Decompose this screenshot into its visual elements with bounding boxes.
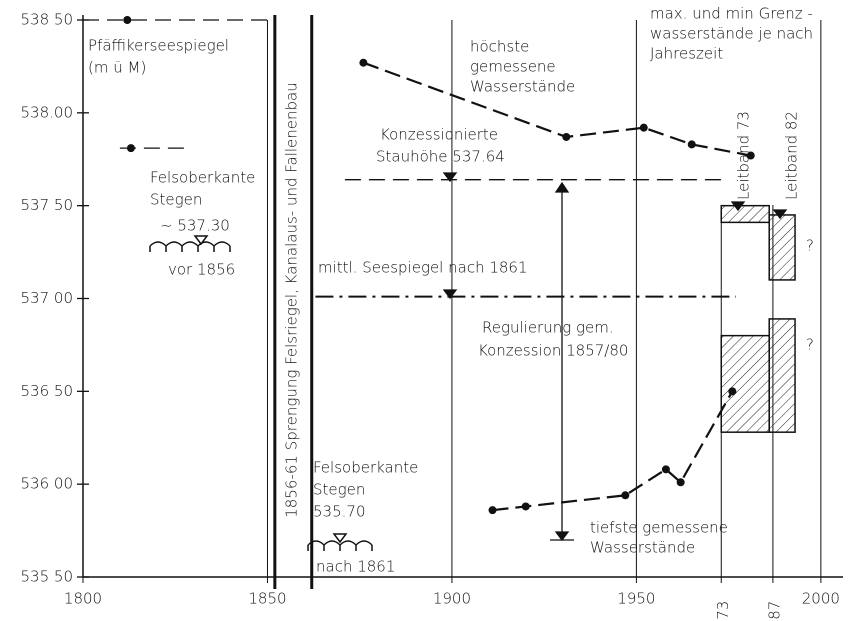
point xyxy=(621,491,630,500)
annotation: 1856-61 Sprengung Felsriegel, Kanalaus- … xyxy=(283,82,301,517)
point xyxy=(676,478,685,487)
annotation: wasserstände je nach xyxy=(650,25,813,43)
y-tick-label: 538.00 xyxy=(21,103,74,121)
point xyxy=(728,387,737,396)
annotation: Stauhöhe 537.64 xyxy=(376,148,505,166)
rock-symbol xyxy=(149,235,231,252)
x-tick-label: 1800 xyxy=(64,590,102,608)
annotation: höchste xyxy=(470,38,529,56)
annotation: Stegen xyxy=(150,191,202,209)
range-band xyxy=(720,204,770,224)
annotation: Wasserstände xyxy=(590,539,695,557)
x-tick-label: 2000 xyxy=(802,590,840,608)
point xyxy=(639,123,648,132)
line xyxy=(363,61,751,157)
y-tick-label: 537 50 xyxy=(21,196,74,214)
annotation: Regulierung gem. xyxy=(482,319,614,337)
range-band xyxy=(720,334,770,433)
point xyxy=(488,506,497,515)
annotation: Stegen xyxy=(313,481,365,499)
point xyxy=(562,132,571,141)
point xyxy=(687,140,696,149)
point xyxy=(661,465,670,474)
annotation: Felsoberkante xyxy=(150,169,255,187)
line xyxy=(492,390,734,512)
annotation: Leitband 82 xyxy=(783,111,801,200)
annotation: Pfäffikerseespiegel xyxy=(88,37,229,55)
annotation: max. und min Grenz - xyxy=(650,5,813,23)
annotation: nach 1861 xyxy=(316,558,395,576)
annotation: ? xyxy=(806,336,814,354)
y-tick-label: 538 50 xyxy=(21,11,74,29)
annotation: vor 1856 xyxy=(168,261,235,279)
annotation: tiefste gemessene xyxy=(590,519,728,537)
range-band xyxy=(768,214,796,281)
annotation: Leitband 73 xyxy=(735,111,753,200)
point xyxy=(359,58,368,67)
annotation: 535.70 xyxy=(313,503,366,521)
point xyxy=(746,151,755,160)
point xyxy=(126,144,135,153)
annotation: Wasserstände xyxy=(470,78,575,96)
y-tick-label: 537 00 xyxy=(21,289,74,307)
x-tick-label: 987 xyxy=(765,601,783,621)
annotation: gemessene xyxy=(470,58,556,76)
rock-symbol xyxy=(307,533,373,551)
x-tick-label: 1900 xyxy=(433,590,471,608)
annotation: Felsoberkante xyxy=(313,459,418,477)
y-tick-label: 536 00 xyxy=(21,475,74,493)
x-tick-label: 1850 xyxy=(248,590,286,608)
annotation: mittl. Seespiegel nach 1861 xyxy=(318,259,528,277)
annotation: ? xyxy=(806,237,814,255)
point xyxy=(123,16,132,24)
range-band xyxy=(768,318,796,433)
annotation: Jahreszeit xyxy=(650,45,723,63)
annotation: Konzessionierte xyxy=(380,126,498,144)
y-tick-label: 536 50 xyxy=(21,382,74,400)
annotation: (m ü M) xyxy=(88,59,146,77)
annotation: ~ 537.30 xyxy=(160,217,230,235)
point xyxy=(521,502,530,511)
x-tick-label: 973 xyxy=(714,601,732,621)
annotation: Konzession 1857/80 xyxy=(478,342,628,360)
y-tick-label: 535 50 xyxy=(21,568,74,586)
x-tick-label: 1950 xyxy=(617,590,655,608)
